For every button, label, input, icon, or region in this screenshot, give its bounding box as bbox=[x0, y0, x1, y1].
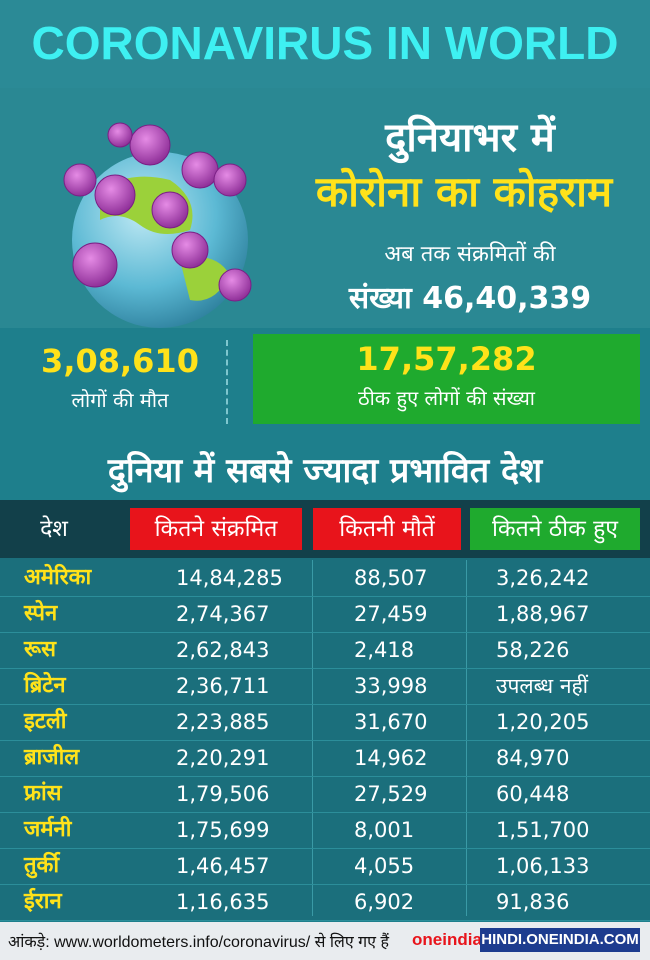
recovered-count: 1,51,700 bbox=[496, 818, 590, 842]
deaths-count: 4,055 bbox=[354, 854, 415, 878]
table-row: ब्राजील 2,20,291 14,962 84,970 bbox=[0, 740, 650, 777]
country-name: रूस bbox=[24, 637, 56, 662]
infected-count: 2,36,711 bbox=[176, 674, 270, 698]
virus-icon bbox=[72, 242, 118, 288]
column-divider bbox=[312, 560, 313, 916]
brand-name: oneindia bbox=[412, 930, 482, 949]
country-name: इटली bbox=[24, 709, 67, 734]
recovered-count: 84,970 bbox=[496, 746, 570, 770]
country-name: फ्रांस bbox=[24, 781, 62, 806]
virus-icon bbox=[181, 151, 219, 189]
deaths-count: 27,459 bbox=[354, 602, 428, 626]
country-name: तुर्की bbox=[24, 853, 60, 878]
summary-divider bbox=[226, 340, 228, 424]
infected-count: 2,62,843 bbox=[176, 638, 270, 662]
table-row: रूस 2,62,843 2,418 58,226 bbox=[0, 632, 650, 669]
country-name: ब्रिटेन bbox=[24, 673, 66, 698]
infected-total-label: अब तक संक्रमितों की bbox=[384, 242, 556, 267]
header-infected: कितने संक्रमित bbox=[130, 508, 302, 550]
table-row: फ्रांस 1,79,506 27,529 60,448 bbox=[0, 776, 650, 813]
recovered-count: 91,836 bbox=[496, 890, 570, 914]
virus-icon bbox=[63, 163, 97, 197]
footer-bar: आंकड़े: www.worldometers.info/coronaviru… bbox=[0, 922, 650, 960]
virus-icon bbox=[94, 174, 136, 216]
deaths-count: 31,670 bbox=[354, 710, 428, 734]
source-text: आंकड़े: www.worldometers.info/coronaviru… bbox=[8, 934, 389, 951]
infected-count: 2,74,367 bbox=[176, 602, 270, 626]
oneindia-logo: oneindia bbox=[412, 930, 482, 950]
country-name: अमेरिका bbox=[24, 565, 92, 590]
deaths-count: 88,507 bbox=[354, 566, 428, 590]
main-title: CORONAVIRUS IN WORLD bbox=[31, 17, 619, 69]
recovered-label: ठीक हुए लोगों की संख्या bbox=[358, 386, 535, 410]
infected-count: 14,84,285 bbox=[176, 566, 283, 590]
column-divider bbox=[466, 560, 467, 916]
infected-total-value: संख्या 46,40,339 bbox=[348, 281, 592, 316]
virus-icon bbox=[213, 163, 247, 197]
recovered-count: 1,06,133 bbox=[496, 854, 590, 878]
table-row: ईरान 1,16,635 6,902 91,836 bbox=[0, 884, 650, 921]
country-name: जर्मनी bbox=[24, 817, 72, 842]
virus-globe-illustration bbox=[63, 122, 252, 328]
deaths-value: 3,08,610 bbox=[41, 342, 199, 380]
header-country: देश bbox=[40, 516, 68, 542]
hero-title-line1: दुनियाभर में bbox=[385, 115, 555, 161]
virus-icon bbox=[107, 122, 133, 148]
recovered-count: 58,226 bbox=[496, 638, 570, 662]
section-title: दुनिया में सबसे ज्यादा प्रभावित देश bbox=[107, 451, 543, 491]
header-banner: CORONAVIRUS IN WORLD bbox=[0, 0, 650, 90]
deaths-summary: 3,08,610 लोगों की मौत bbox=[20, 336, 220, 426]
recovered-count: 60,448 bbox=[496, 782, 570, 806]
deaths-count: 2,418 bbox=[354, 638, 415, 662]
country-name: ब्राजील bbox=[24, 745, 80, 770]
table-row: तुर्की 1,46,457 4,055 1,06,133 bbox=[0, 848, 650, 885]
deaths-count: 27,529 bbox=[354, 782, 428, 806]
infected-count: 2,23,885 bbox=[176, 710, 270, 734]
virus-icon bbox=[218, 268, 252, 302]
virus-icon bbox=[171, 231, 209, 269]
deaths-count: 8,001 bbox=[354, 818, 415, 842]
country-name: ईरान bbox=[24, 889, 62, 914]
recovered-count: 1,20,205 bbox=[496, 710, 590, 734]
recovered-value: 17,57,282 bbox=[356, 340, 537, 378]
table-row: अमेरिका 14,84,285 88,507 3,26,242 bbox=[0, 560, 650, 597]
table-row: इटली 2,23,885 31,670 1,20,205 bbox=[0, 704, 650, 741]
recovered-summary: 17,57,282 ठीक हुए लोगों की संख्या bbox=[253, 334, 640, 424]
deaths-count: 14,962 bbox=[354, 746, 428, 770]
country-table bbox=[0, 558, 650, 920]
infected-count: 2,20,291 bbox=[176, 746, 270, 770]
table-row: स्पेन 2,74,367 27,459 1,88,967 bbox=[0, 596, 650, 633]
infected-count: 1,16,635 bbox=[176, 890, 270, 914]
deaths-count: 33,998 bbox=[354, 674, 428, 698]
site-link[interactable]: HINDI.ONEINDIA.COM bbox=[480, 928, 640, 952]
recovered-count: 3,26,242 bbox=[496, 566, 590, 590]
infected-count: 1,46,457 bbox=[176, 854, 270, 878]
country-name: स्पेन bbox=[24, 601, 58, 626]
header-deaths: कितनी मौतें bbox=[313, 508, 461, 550]
virus-icon bbox=[151, 191, 189, 229]
virus-icon bbox=[129, 124, 171, 166]
virus-particles bbox=[63, 122, 252, 302]
infected-count: 1,75,699 bbox=[176, 818, 270, 842]
deaths-label: लोगों की मौत bbox=[71, 388, 169, 412]
table-header: देश कितने संक्रमित कितनी मौतें कितने ठीक… bbox=[0, 500, 650, 558]
deaths-count: 6,902 bbox=[354, 890, 415, 914]
recovered-count: 1,88,967 bbox=[496, 602, 590, 626]
hero-title-line2: कोरोना का कोहराम bbox=[315, 167, 613, 216]
infected-count: 1,79,506 bbox=[176, 782, 270, 806]
header-recovered: कितने ठीक हुए bbox=[470, 508, 640, 550]
table-row: जर्मनी 1,75,699 8,001 1,51,700 bbox=[0, 812, 650, 849]
table-row: ब्रिटेन 2,36,711 33,998 उपलब्ध नहीं bbox=[0, 668, 650, 705]
recovered-count: उपलब्ध नहीं bbox=[496, 674, 589, 698]
